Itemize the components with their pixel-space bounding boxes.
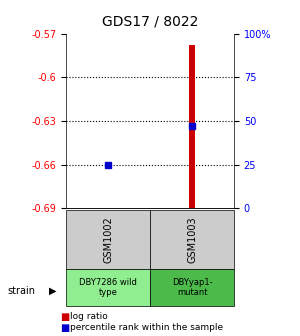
- Text: ■: ■: [60, 323, 69, 333]
- Text: GDS17 / 8022: GDS17 / 8022: [102, 15, 198, 29]
- Text: strain: strain: [8, 286, 35, 296]
- Text: ▶: ▶: [49, 286, 56, 296]
- Text: log ratio: log ratio: [70, 312, 108, 321]
- Text: ■: ■: [60, 311, 69, 322]
- Bar: [189, 45, 195, 216]
- Text: DBY7286 wild
type: DBY7286 wild type: [79, 278, 137, 297]
- Bar: [105, 211, 111, 216]
- Text: GSM1002: GSM1002: [103, 216, 113, 263]
- Text: percentile rank within the sample: percentile rank within the sample: [70, 323, 224, 332]
- Text: GSM1003: GSM1003: [187, 216, 197, 263]
- Text: DBYyap1-
mutant: DBYyap1- mutant: [172, 278, 212, 297]
